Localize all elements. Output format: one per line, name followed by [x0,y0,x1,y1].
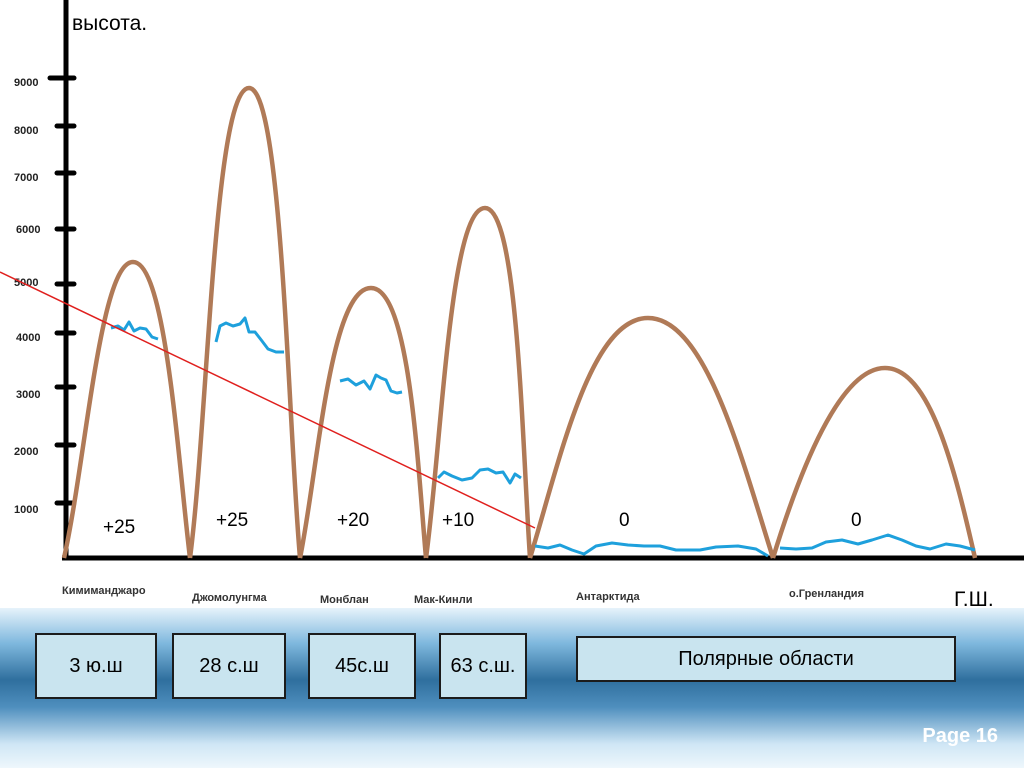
latitude-box: 28 с.ш [172,633,286,699]
mountain-mckinley [423,205,533,559]
latitude-box: 63 с.ш. [439,633,527,699]
x-axis-label: Г.Ш. [954,588,994,611]
y-tick-label: 4000 [16,332,40,344]
snowline-greenland [779,533,976,552]
y-axis-label: высота. [72,12,147,35]
mountain-kilimanjaro [61,259,193,559]
latitude-box: 3 ю.ш [35,633,157,699]
peak-name-label: о.Гренландия [789,588,864,600]
mountain-montblanc [297,285,429,559]
y-tick-label: 2000 [14,446,38,458]
temperature-label: 0 [619,510,630,531]
y-tick-label: 7000 [14,172,38,184]
temperature-label: +10 [442,510,474,531]
y-tick-marks [47,75,77,506]
trend-line [0,271,536,529]
snowline-antarctica [534,541,769,558]
peak-name-label: Монблан [320,594,369,606]
y-tick-label: 9000 [14,77,38,89]
latitude-box: 45с.ш [308,633,416,699]
y-tick-label: 6000 [16,224,40,236]
peak-name-label: Мак-Кинли [414,594,472,606]
peak-name-label: Антарктида [576,591,640,603]
snowline-mckinley [436,467,522,485]
temperature-label: 0 [851,510,862,531]
mountain-greenland [770,365,978,559]
mountain-antarctica [527,315,776,559]
temperature-label: +25 [216,510,248,531]
snowline-montblanc [339,373,403,395]
snowline-everest [214,316,284,354]
peak-name-label: Кимиманджаро [62,585,146,597]
temperature-label: +25 [103,517,135,538]
snowline-kilimanjaro [110,320,159,341]
polar-regions-box: Полярные области [576,636,956,682]
mountain-everest [187,85,303,559]
y-tick-label: 5000 [14,277,38,289]
y-tick-label: 1000 [14,504,38,516]
page-number: Page 16 [922,725,998,747]
y-tick-label: 3000 [16,389,40,401]
peak-name-label: Джомолунгма [192,592,268,604]
y-tick-label: 8000 [14,125,38,137]
temperature-label: +20 [337,510,369,531]
